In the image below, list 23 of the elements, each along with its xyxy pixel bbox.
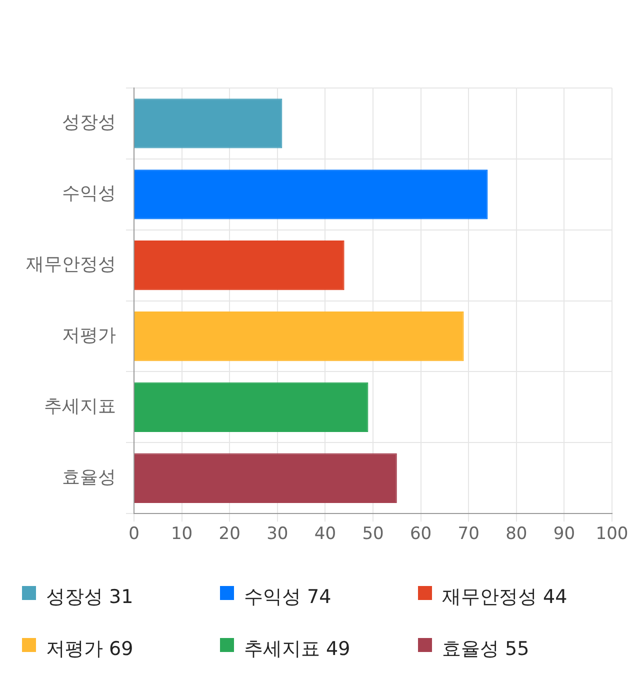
x-tick-label: 50 xyxy=(362,524,384,544)
y-tick-label: 재무안정성 xyxy=(26,254,116,276)
x-tick-label: 60 xyxy=(410,524,432,544)
y-tick-label: 성장성 xyxy=(62,112,116,134)
x-tick-label: 0 xyxy=(128,524,140,544)
x-tick-label: 30 xyxy=(266,524,288,544)
x-tick-label: 90 xyxy=(553,524,576,544)
y-tick-label: 저평가 xyxy=(62,324,116,346)
legend-label: 저평가 69 xyxy=(46,637,134,662)
legend-label: 성장성 31 xyxy=(46,585,134,610)
x-tick-label: 80 xyxy=(506,524,528,544)
legend-label: 재무안정성 44 xyxy=(442,585,568,610)
x-tick-label: 20 xyxy=(218,524,240,544)
x-tick-label: 70 xyxy=(458,524,480,544)
y-tick-label: 효율성 xyxy=(62,466,116,488)
y-tick-label: 추세지표 xyxy=(44,396,116,417)
legend-label: 추세지표 49 xyxy=(244,637,350,662)
legend-label: 효율성 55 xyxy=(442,637,530,662)
legend-label: 수익성 74 xyxy=(244,585,332,610)
x-tick-label: 40 xyxy=(314,524,336,544)
x-tick-label: 10 xyxy=(170,524,193,544)
y-tick-label: 수익성 xyxy=(62,183,116,204)
x-tick-label: 100 xyxy=(596,524,628,544)
